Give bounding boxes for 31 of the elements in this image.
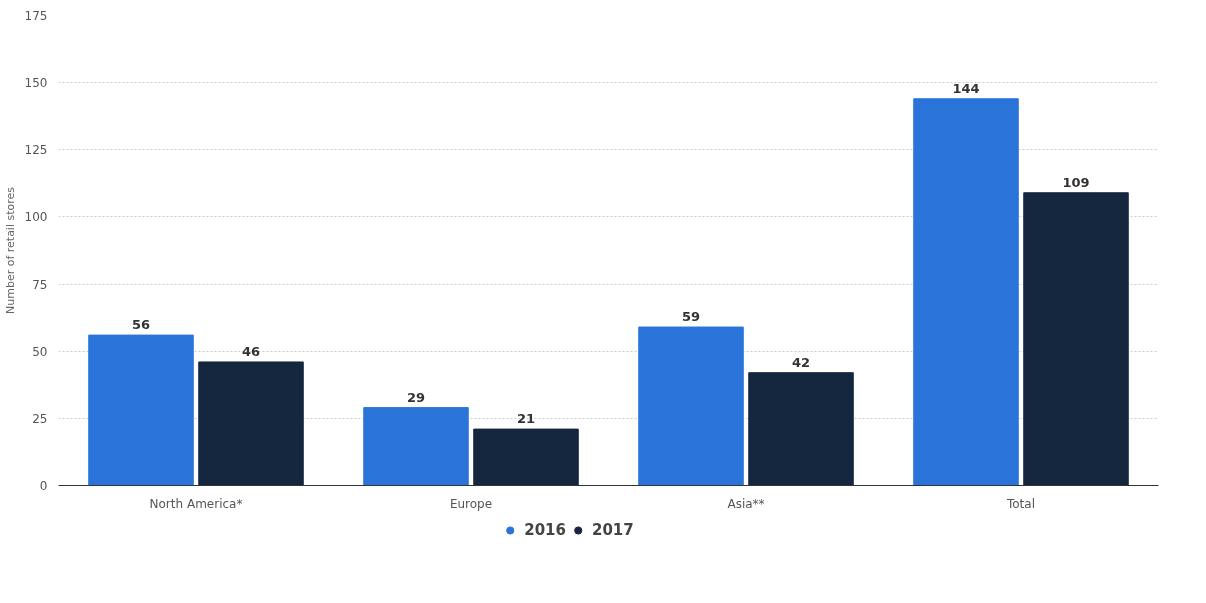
bar (363, 407, 469, 486)
bar (748, 372, 854, 486)
data-label: 109 (1062, 174, 1090, 190)
data-label: 56 (131, 317, 151, 333)
y-tick-label: 150 (24, 76, 48, 91)
data-label: 59 (681, 309, 701, 325)
y-tick-label: 50 (32, 344, 48, 359)
y-tick-label: 100 (24, 210, 48, 225)
y-axis-title: Number of retail stores (3, 186, 17, 315)
data-label: 21 (516, 411, 536, 427)
bar (88, 334, 194, 486)
x-tick-label: Europe (449, 496, 493, 511)
x-tick-label: Total (1005, 496, 1036, 511)
bar (198, 361, 304, 486)
data-label: 29 (406, 389, 426, 405)
x-tick-label: North America* (149, 496, 243, 511)
y-tick-label: 75 (32, 277, 48, 292)
bar (913, 98, 1019, 486)
y-tick-label: 125 (24, 143, 48, 158)
data-label: 42 (791, 354, 811, 370)
y-tick-label: 175 (24, 9, 48, 23)
y-tick-label: 0 (39, 479, 48, 493)
legend-label: 2017 (591, 521, 634, 539)
bar (1023, 192, 1129, 486)
data-label: 46 (241, 343, 261, 359)
x-tick-label: Asia** (727, 496, 765, 511)
bar (638, 326, 744, 486)
bar (473, 428, 579, 486)
y-tick-label: 25 (32, 411, 48, 426)
legend-label: 2016 (524, 521, 566, 539)
data-label: 144 (952, 80, 980, 96)
